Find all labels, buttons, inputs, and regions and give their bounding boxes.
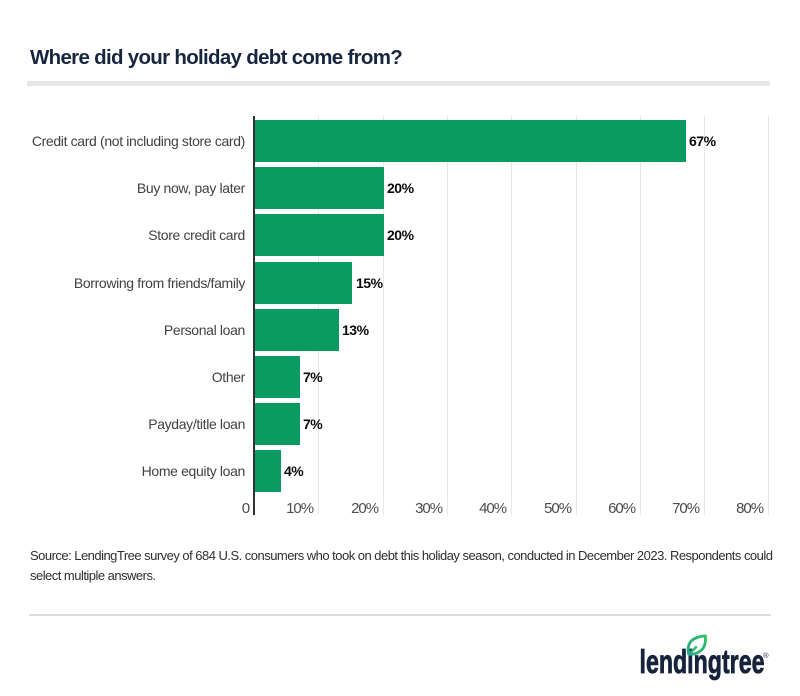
svg-text:®: ® [763, 651, 769, 660]
